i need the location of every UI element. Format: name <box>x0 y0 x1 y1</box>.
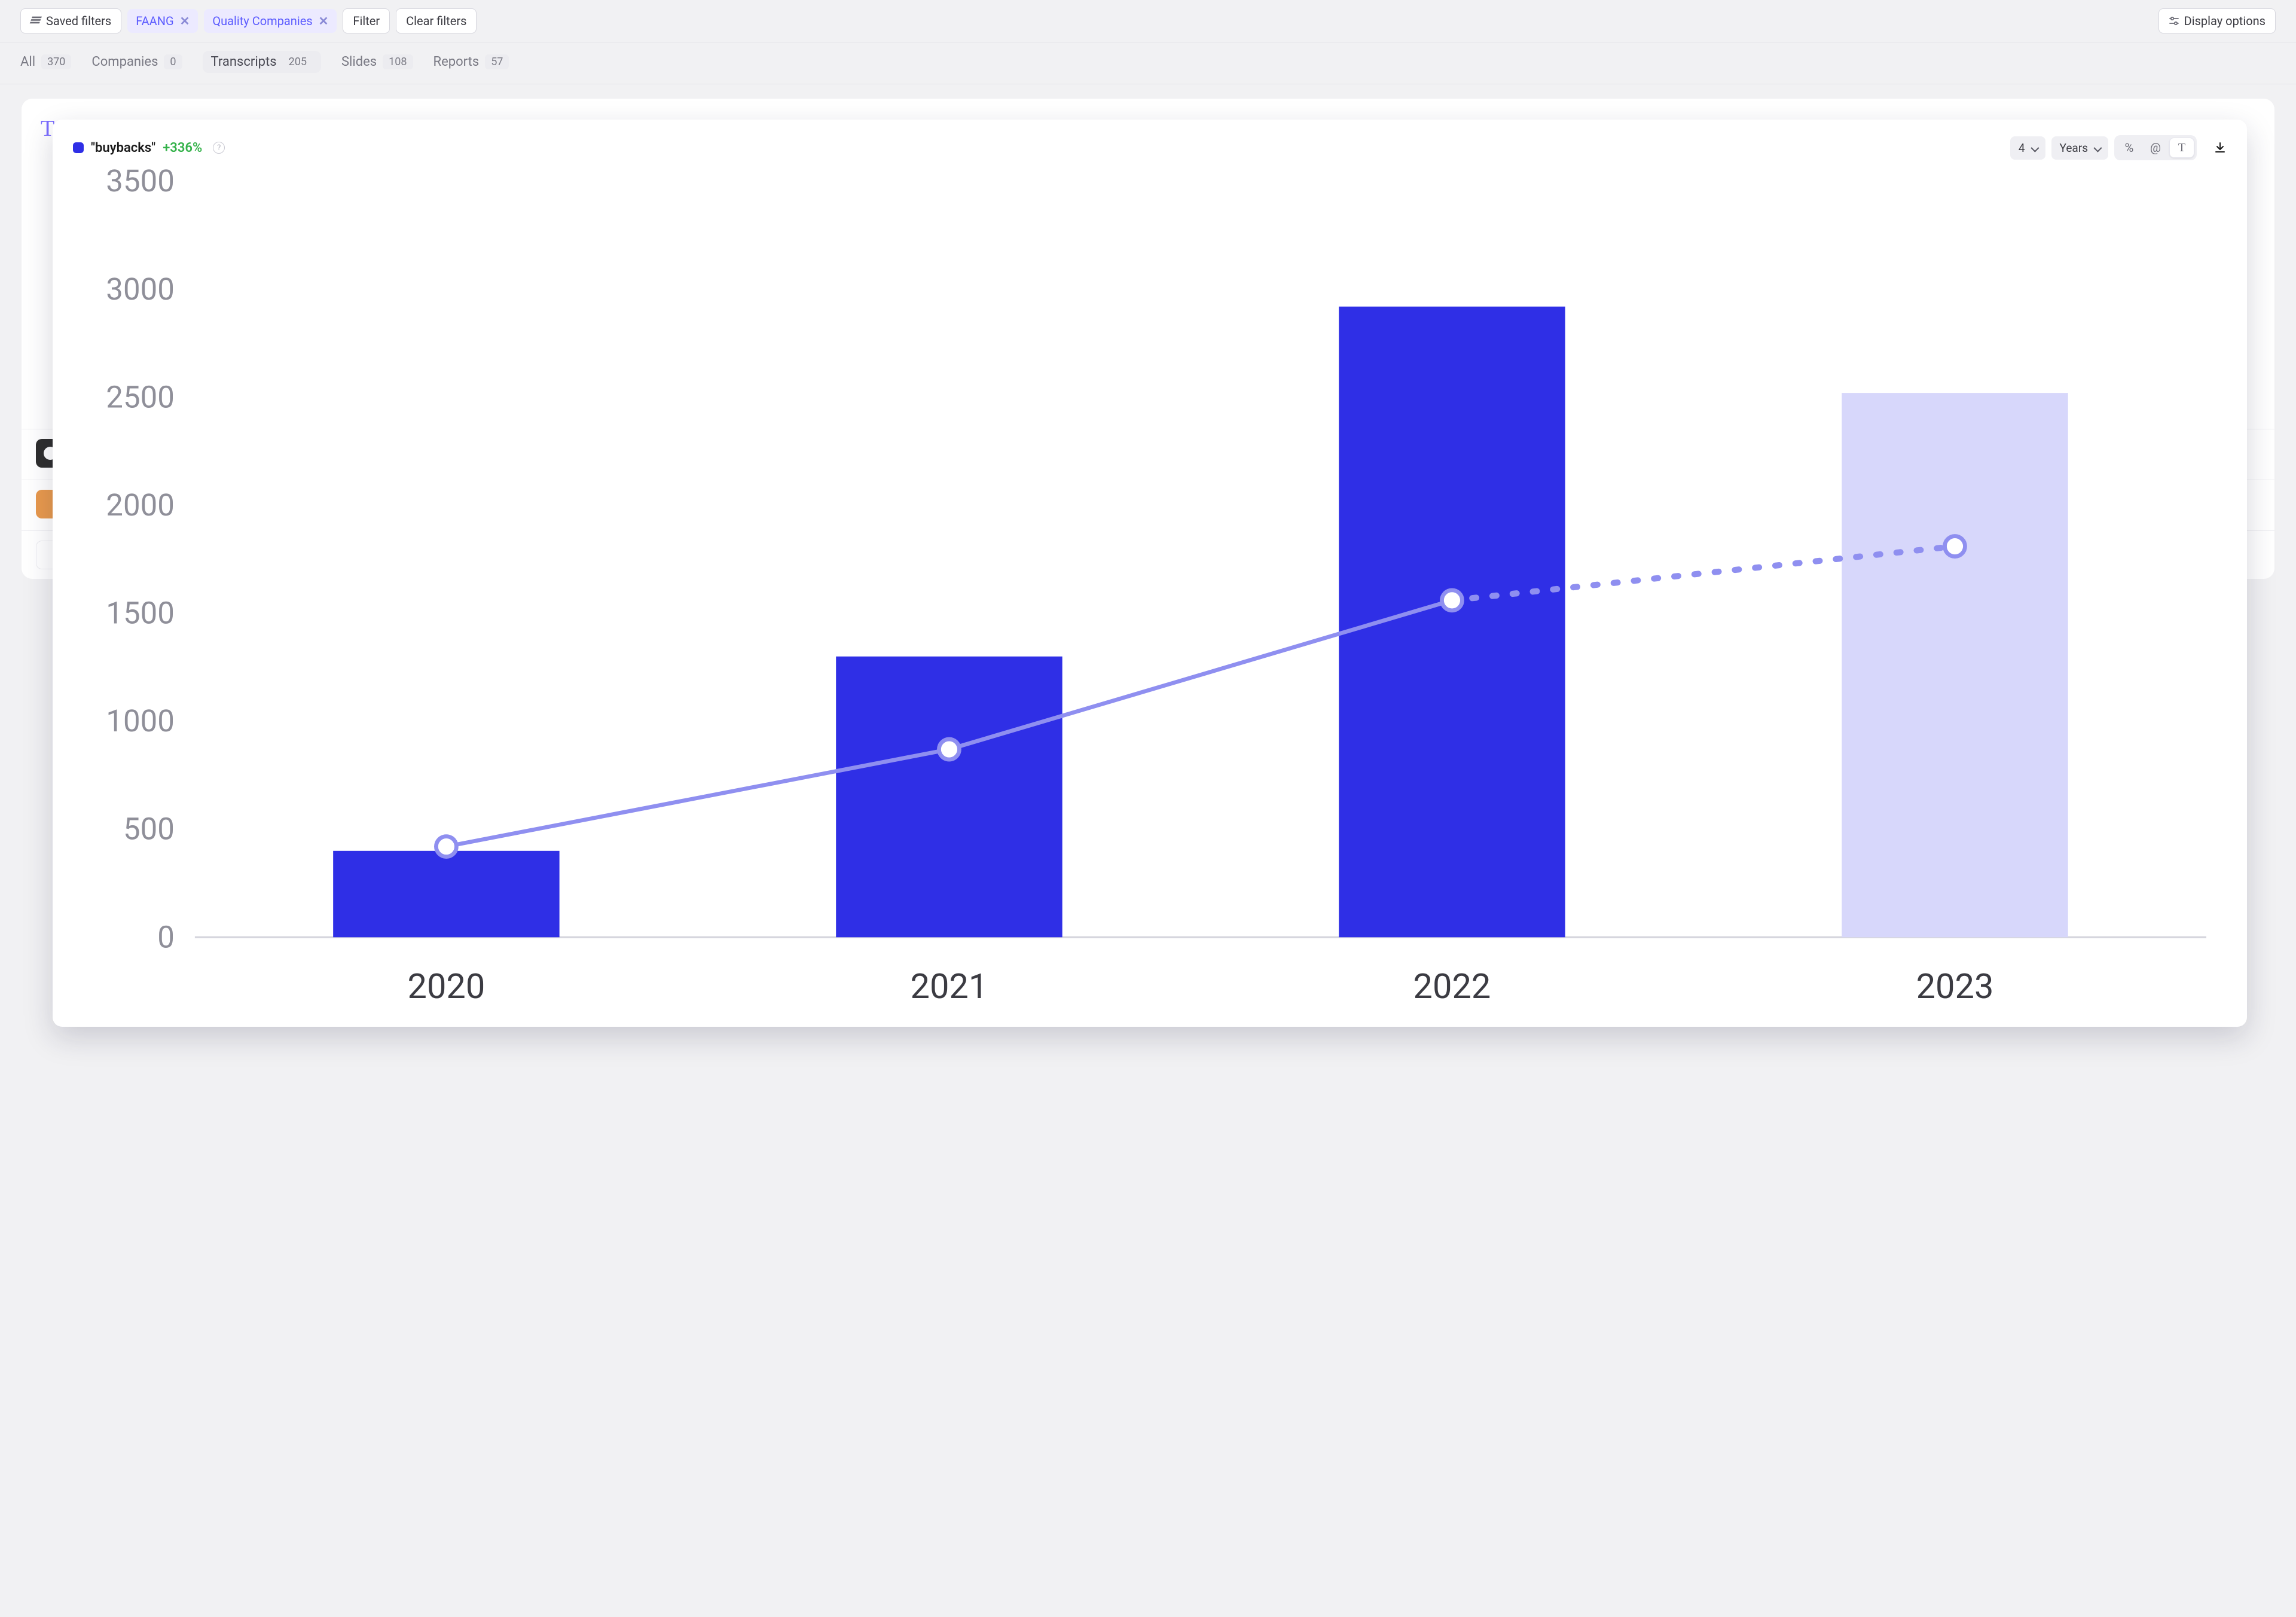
range-count-select[interactable]: 4 <box>2010 136 2045 160</box>
tab-count: 108 <box>383 54 413 69</box>
chevron-down-icon <box>2031 141 2037 155</box>
seg-at[interactable]: @ <box>2143 138 2168 158</box>
svg-text:2021: 2021 <box>911 966 988 1007</box>
tab-count: 370 <box>41 54 71 69</box>
tab-slides[interactable]: Slides 108 <box>341 54 413 69</box>
svg-text:2500: 2500 <box>106 380 175 415</box>
tab-reports[interactable]: Reports 57 <box>433 54 509 69</box>
popover-controls: 4 Years % @ T <box>2010 135 2227 160</box>
svg-text:2020: 2020 <box>407 966 485 1007</box>
svg-text:2022: 2022 <box>1413 966 1491 1007</box>
tab-count: 0 <box>164 54 182 69</box>
seg-percent[interactable]: % <box>2117 138 2142 158</box>
tab-label: Companies <box>91 54 158 69</box>
svg-text:3000: 3000 <box>106 272 175 307</box>
saved-filters-label: Saved filters <box>46 14 111 28</box>
download-icon[interactable] <box>2213 141 2227 154</box>
display-options-label: Display options <box>2184 14 2266 28</box>
svg-text:2000: 2000 <box>106 488 175 523</box>
sliders-icon <box>2169 16 2179 26</box>
tab-label: All <box>20 54 35 69</box>
tab-companies[interactable]: Companies 0 <box>91 54 182 69</box>
svg-text:1500: 1500 <box>106 596 175 631</box>
term-trend-chart: 0 500 1000 1500 2000 2500 3000 3500 2020 2021 2022… <box>73 165 2227 1018</box>
seg-text[interactable]: T <box>2169 138 2194 158</box>
term-trend-popover: "buybacks" +336% ? 4 Years % @ T 0 500 100… <box>53 120 2247 1027</box>
tab-count: 57 <box>485 54 509 69</box>
filter-chip-quality-companies[interactable]: Quality Companies ✕ <box>204 9 337 33</box>
tab-label: Slides <box>341 54 377 69</box>
filter-toolbar: Saved filters FAANG ✕ Quality Companies … <box>0 0 2296 42</box>
popover-header: "buybacks" +336% ? 4 Years % @ T <box>73 135 2227 160</box>
svg-text:500: 500 <box>123 812 175 847</box>
svg-text:0: 0 <box>157 920 175 955</box>
clear-filters-label: Clear filters <box>406 14 466 28</box>
display-mode-segmented: % @ T <box>2114 135 2197 160</box>
tab-transcripts[interactable]: Transcripts 205 <box>203 51 321 73</box>
tabs-row: All 370 Companies 0 Transcripts 205 Slid… <box>0 42 2296 84</box>
help-icon[interactable]: ? <box>213 142 225 154</box>
svg-text:3500: 3500 <box>106 165 175 199</box>
close-icon[interactable]: ✕ <box>319 14 329 28</box>
chart-container: 0 500 1000 1500 2000 2500 3000 3500 2020 2021 2022… <box>73 165 2227 1018</box>
svg-text:1000: 1000 <box>106 704 175 739</box>
chevron-down-icon <box>2094 141 2100 155</box>
filter-label: Filter <box>353 14 380 28</box>
filter-chip-faang[interactable]: FAANG ✕ <box>127 9 198 33</box>
tab-all[interactable]: All 370 <box>20 54 71 69</box>
tab-count: 205 <box>283 54 313 69</box>
tab-label: Transcripts <box>211 54 277 69</box>
saved-filters-button[interactable]: Saved filters <box>20 8 121 33</box>
legend-swatch <box>73 142 84 153</box>
range-unit-select[interactable]: Years <box>2051 136 2108 160</box>
chip-label: Quality Companies <box>212 14 312 28</box>
chip-label: FAANG <box>136 14 173 28</box>
tab-label: Reports <box>433 54 480 69</box>
stack-icon <box>30 14 41 28</box>
filter-button[interactable]: Filter <box>343 8 390 33</box>
range-count-value: 4 <box>2019 141 2025 155</box>
range-unit-value: Years <box>2060 141 2088 155</box>
svg-text:2023: 2023 <box>1916 966 1994 1007</box>
clear-filters-button[interactable]: Clear filters <box>396 8 477 33</box>
display-options-button[interactable]: Display options <box>2158 8 2276 33</box>
term-label: "buybacks" <box>91 141 155 155</box>
close-icon[interactable]: ✕ <box>180 14 190 28</box>
delta-value: +336% <box>163 141 202 155</box>
